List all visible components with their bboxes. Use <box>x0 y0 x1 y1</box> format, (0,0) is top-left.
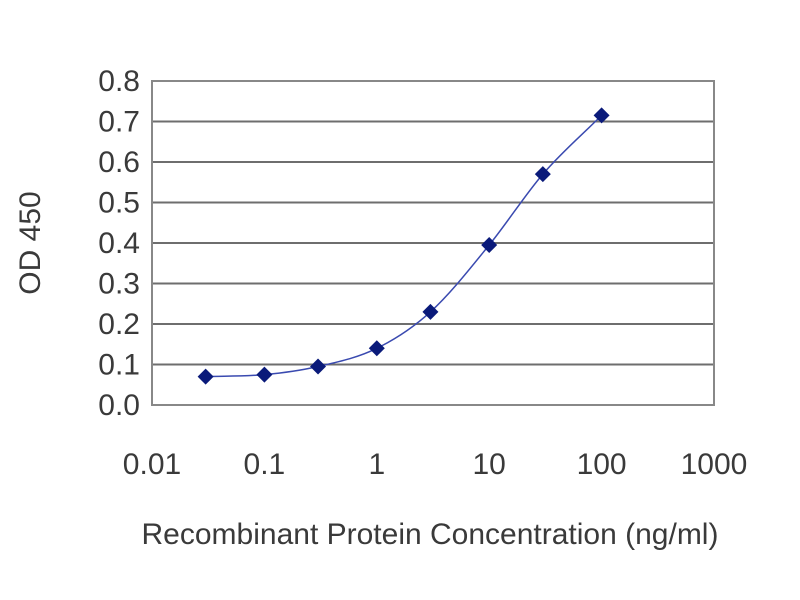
y-tick-label: 0.2 <box>98 308 140 341</box>
y-tick-labels: 0.0 0.1 0.2 0.3 0.4 0.5 0.6 0.7 0.8 <box>98 65 140 422</box>
y-tick-label: 0.4 <box>98 227 140 260</box>
y-tick-label: 0.0 <box>98 389 140 422</box>
plot-frame <box>151 80 715 406</box>
data-points <box>197 107 610 385</box>
x-tick-labels: 0.01 0.1 1 10 100 1000 <box>123 448 748 481</box>
data-point <box>593 107 610 124</box>
y-tick-label: 0.5 <box>98 187 140 220</box>
x-tick-label: 1000 <box>681 448 748 481</box>
data-point <box>256 366 273 383</box>
x-tick-label: 1 <box>368 448 385 481</box>
y-tick-label: 0.1 <box>98 349 140 382</box>
gridlines <box>152 120 714 366</box>
data-point <box>197 368 214 385</box>
y-tick-label: 0.8 <box>98 65 140 98</box>
data-point <box>422 303 439 320</box>
x-axis-title: Recombinant Protein Concentration (ng/ml… <box>142 518 719 551</box>
x-tick-label: 0.1 <box>244 448 286 481</box>
data-point <box>310 358 327 375</box>
y-axis-title: OD 450 <box>14 191 47 294</box>
data-point <box>368 340 385 357</box>
x-tick-label: 10 <box>473 448 506 481</box>
y-tick-label: 0.3 <box>98 268 140 301</box>
y-tick-label: 0.6 <box>98 146 140 179</box>
data-point <box>534 166 551 183</box>
x-tick-label: 0.01 <box>123 448 181 481</box>
data-point <box>481 237 498 254</box>
y-tick-label: 0.7 <box>98 106 140 139</box>
x-tick-label: 100 <box>577 448 627 481</box>
